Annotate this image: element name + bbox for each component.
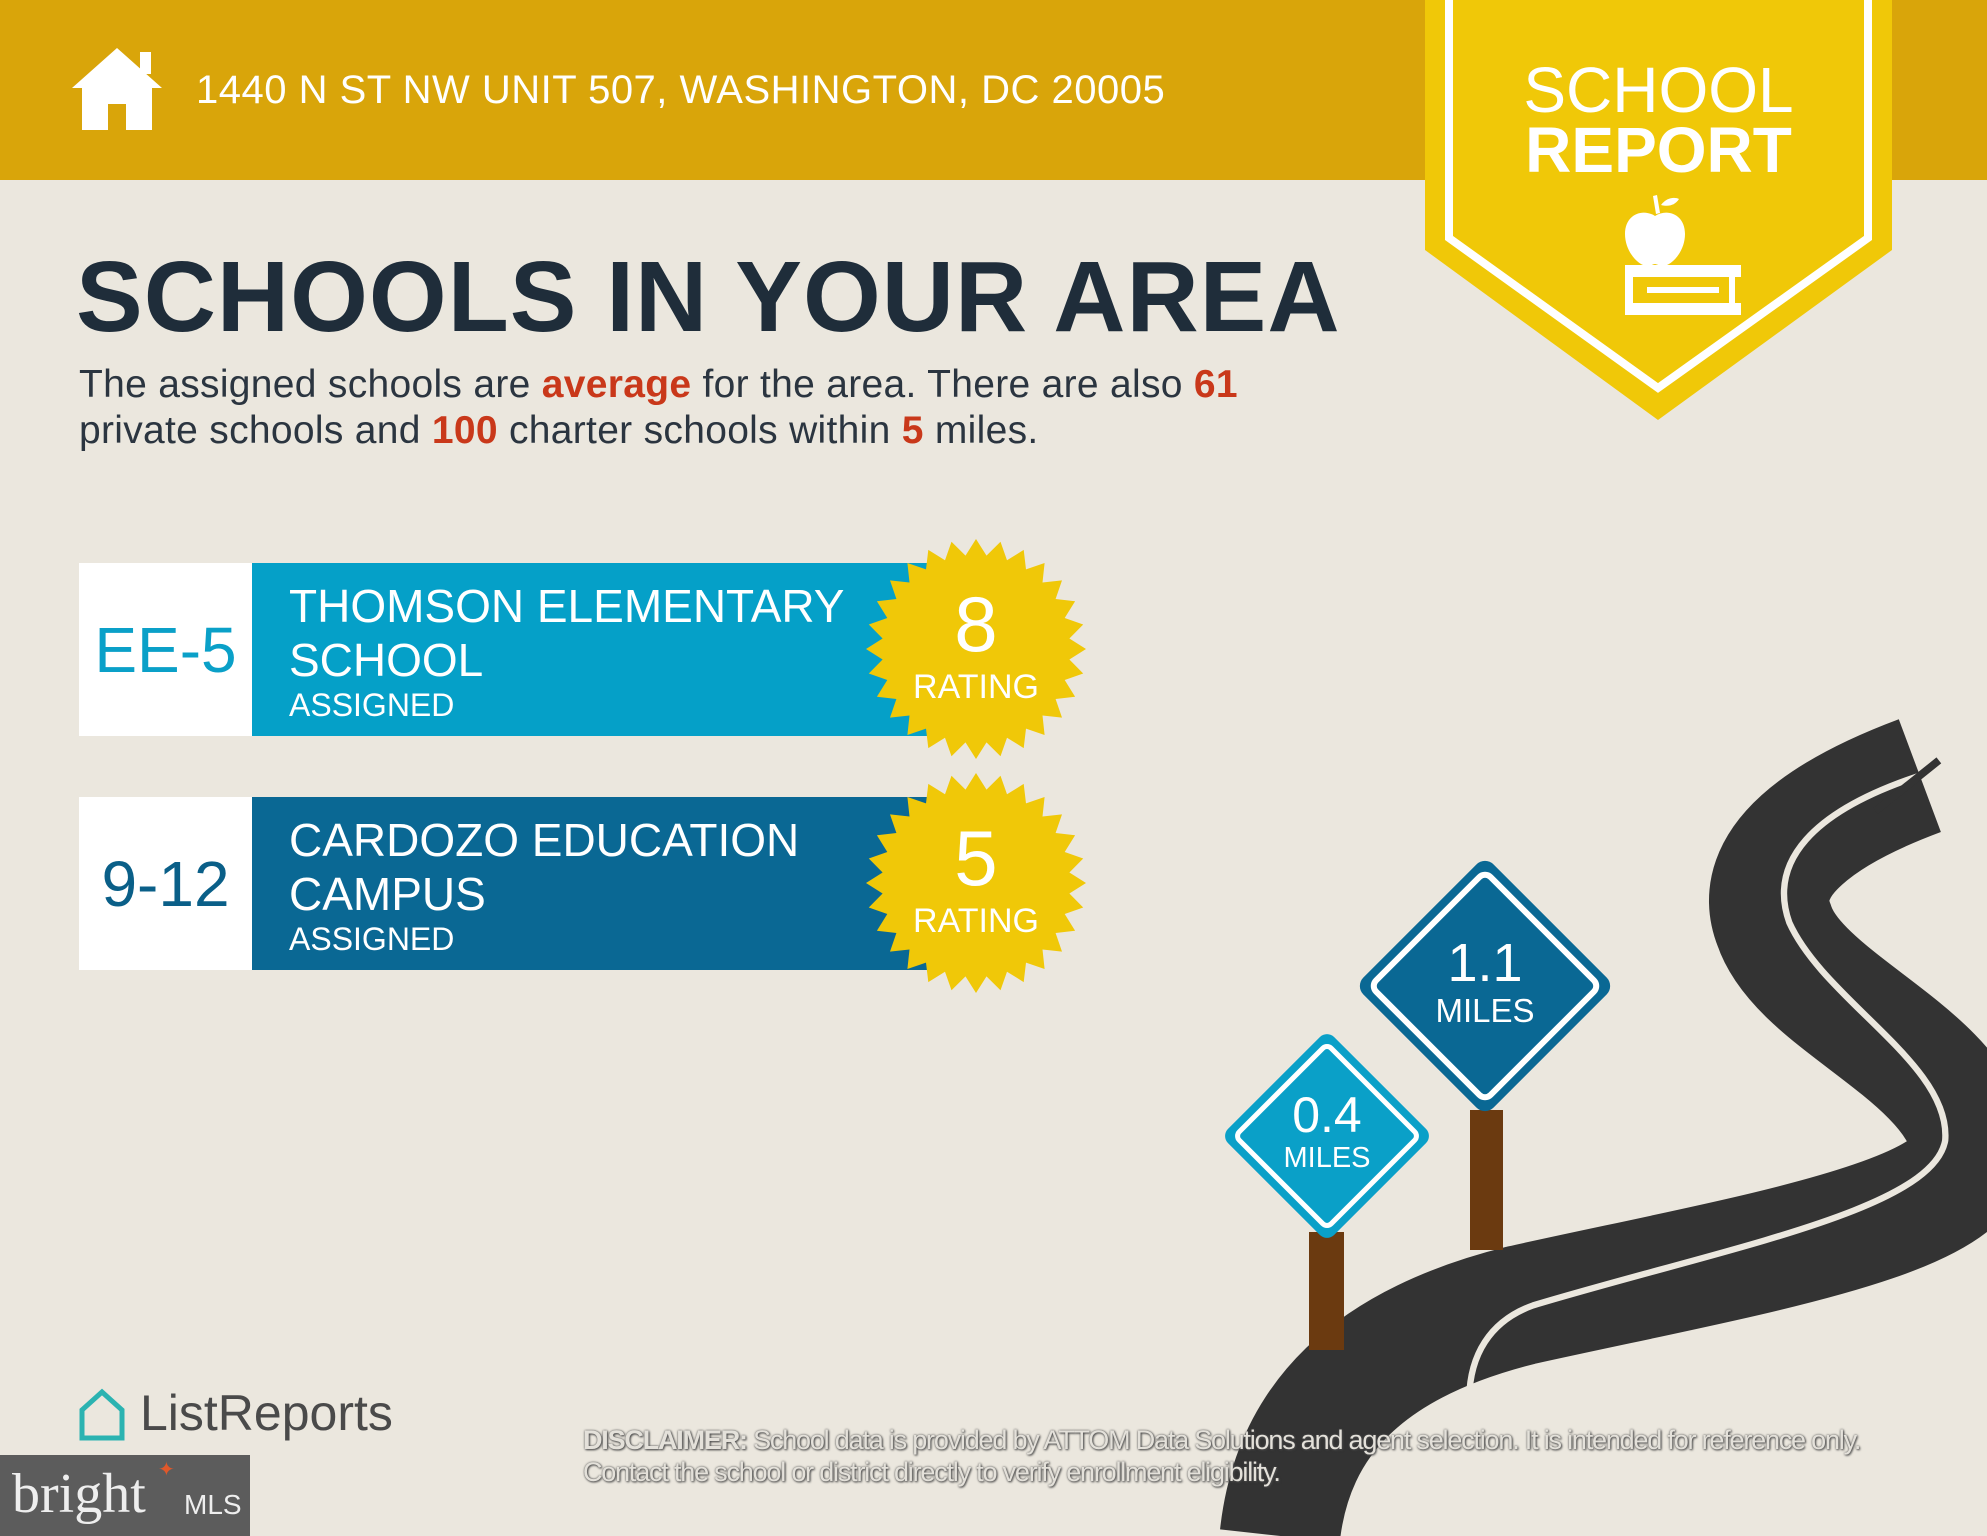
school-name: THOMSON ELEMENTARY SCHOOL <box>289 580 844 686</box>
summary-text: The assigned schools are average for the… <box>79 362 1238 454</box>
bright-wordmark: bright <box>12 1463 146 1525</box>
grade-range: EE-5 <box>79 563 252 736</box>
school-report-banner <box>1425 0 1892 420</box>
listreports-logo: ListReports <box>140 1385 393 1441</box>
rating-label: RATING <box>913 668 1039 706</box>
distance-sign: 0.4 MILES <box>1215 1088 1439 1175</box>
school-card[interactable]: THOMSON ELEMENTARY SCHOOL ASSIGNED <box>252 563 932 736</box>
house-icon <box>72 48 162 130</box>
sign-distance: 0.4 <box>1292 1087 1362 1143</box>
school-card[interactable]: CARDOZO EDUCATION CAMPUS ASSIGNED <box>252 797 932 970</box>
rating-value: 5 <box>954 814 998 902</box>
sign-unit: MILES <box>1435 992 1535 1029</box>
rating-badge: 5 RATING <box>861 818 1091 941</box>
summary-part: charter schools within <box>497 409 902 452</box>
mls-wordmark: MLS <box>184 1489 242 1520</box>
rating-badge-icon <box>866 539 1086 759</box>
bright-star-icon: ✦ <box>158 1459 175 1481</box>
sign-post <box>1470 1110 1503 1250</box>
disclaimer-text: School data is provided by ATTOM Data So… <box>583 1425 1861 1487</box>
bright-mls-logo: bright ✦ MLS <box>0 1455 250 1536</box>
disclaimer-label: DISCLAIMER: <box>583 1425 748 1455</box>
property-address: 1440 N ST NW UNIT 507, WASHINGTON, DC 20… <box>196 68 1166 112</box>
private-count: 61 <box>1193 363 1238 406</box>
rating-value: 8 <box>954 580 998 668</box>
sign-unit: MILES <box>1283 1142 1371 1174</box>
distance-sign-icon <box>1359 860 1611 1112</box>
rating-badge: 8 RATING <box>861 584 1091 707</box>
summary-part: for the area. There are also <box>691 363 1194 406</box>
radius: 5 <box>901 409 924 452</box>
listreports-logo-icon <box>79 1388 125 1441</box>
quality-highlight: average <box>541 363 692 406</box>
school-name: CARDOZO EDUCATION CAMPUS <box>289 814 800 920</box>
charter-count: 100 <box>431 409 498 452</box>
disclaimer: DISCLAIMER: School data is provided by A… <box>583 1424 1903 1488</box>
rating-badge-icon <box>866 773 1086 993</box>
apple-on-book-icon <box>1625 195 1741 315</box>
page-title: SCHOOLS IN YOUR AREA <box>76 241 1341 353</box>
grade-range: 9-12 <box>79 797 252 970</box>
sign-distance: 1.1 <box>1447 933 1523 993</box>
sign-post <box>1309 1232 1344 1350</box>
school-status: ASSIGNED <box>289 921 455 957</box>
summary-part: The assigned schools are <box>79 363 542 406</box>
school-status: ASSIGNED <box>289 687 455 723</box>
banner-title-line2: REPORT <box>1525 114 1792 186</box>
summary-part: miles. <box>923 409 1039 452</box>
banner-title-line1: SCHOOL <box>1523 54 1794 126</box>
rating-label: RATING <box>913 902 1039 940</box>
distance-sign-icon <box>1225 1034 1429 1238</box>
summary-part: private schools and <box>79 409 432 452</box>
distance-sign: 1.1 MILES <box>1348 934 1622 1030</box>
